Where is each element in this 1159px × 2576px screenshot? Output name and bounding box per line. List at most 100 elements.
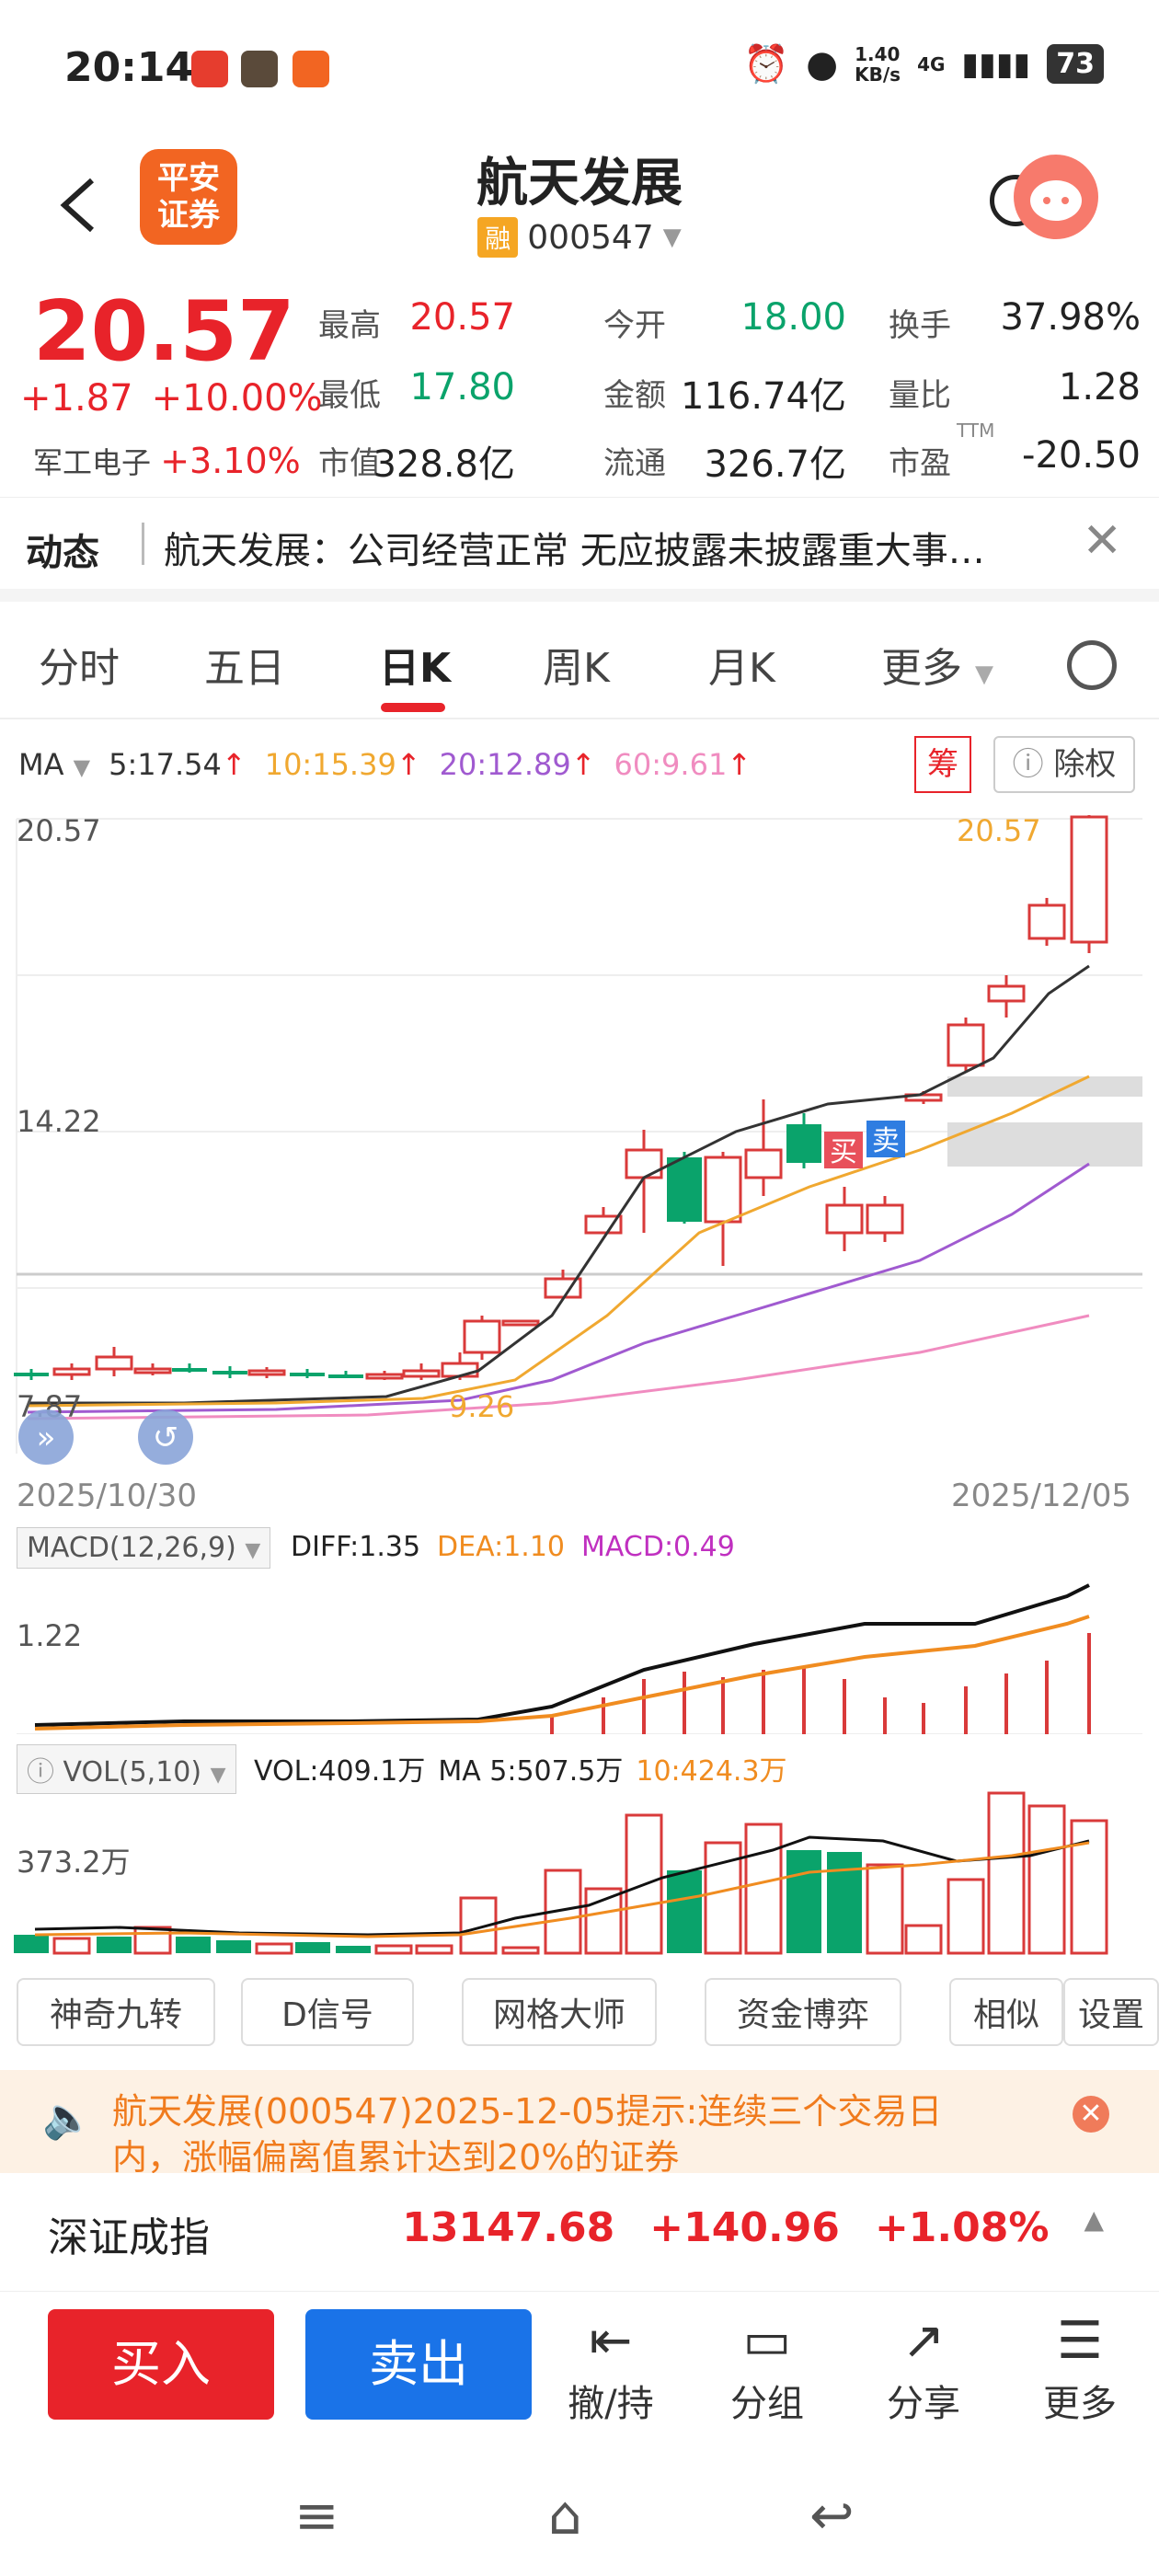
sell-marker[interactable]: 卖 xyxy=(866,1121,905,1157)
tab-intraday[interactable]: 分时 xyxy=(39,645,120,692)
cancel-hold-button[interactable]: ⇤ 撤/持 xyxy=(556,2309,666,2427)
indicator-similar[interactable]: 相似 xyxy=(949,1978,1063,2046)
volume-bars xyxy=(14,1791,1108,1955)
buy-button[interactable]: 买入 xyxy=(48,2309,274,2420)
stat-label: 最低 xyxy=(318,377,381,414)
volume-bar xyxy=(947,1878,985,1955)
candle xyxy=(825,1203,864,1235)
indicator-capital-game[interactable]: 资金博弈 xyxy=(705,1978,901,2046)
candle xyxy=(328,1374,363,1378)
folder-icon: ▭ xyxy=(742,2311,792,2371)
app-notification-icon xyxy=(191,51,228,87)
back-button[interactable] xyxy=(55,173,101,243)
tab-daily-k[interactable]: 日K xyxy=(379,645,452,692)
stock-code-selector[interactable]: 融 000547 ▼ xyxy=(0,217,1159,258)
cancel-hold-label: 撤/持 xyxy=(568,2383,654,2425)
volume-chart[interactable]: 373.2万 xyxy=(0,1789,1159,1955)
tab-monthly-k[interactable]: 月K xyxy=(708,645,775,692)
stat-label: 今开 xyxy=(603,307,666,344)
macd-selector[interactable]: MACD(12,26,9) ▼ xyxy=(17,1527,271,1569)
share-button[interactable]: ↗ 分享 xyxy=(868,2309,979,2427)
menu-nav-icon[interactable]: ≡ xyxy=(294,2484,339,2547)
indicator-magic-nine[interactable]: 神奇九转 xyxy=(17,1978,215,2046)
arrow-up-icon: ↑ xyxy=(221,747,247,782)
expand-left-button[interactable]: » xyxy=(18,1409,74,1465)
broker-logo-text: 平安 证券 xyxy=(157,160,220,234)
indicator-d-signal[interactable]: D信号 xyxy=(241,1978,414,2046)
candle xyxy=(1070,815,1108,944)
tab-five-day[interactable]: 五日 xyxy=(204,645,285,692)
change-percent: +10.00% xyxy=(151,377,323,420)
home-nav-icon[interactable]: ⌂ xyxy=(548,2484,582,2547)
indicator-grid-master[interactable]: 网格大师 xyxy=(462,1978,657,2046)
volume-bar xyxy=(216,1940,251,1953)
arrow-up-icon: ↑ xyxy=(727,747,752,782)
indicator-settings[interactable]: 设置 xyxy=(1063,1978,1159,2046)
stock-code: 000547 xyxy=(527,218,654,257)
candle xyxy=(365,1373,404,1380)
caret-down-icon: ▼ xyxy=(210,1764,226,1787)
stat-label: 市值 xyxy=(318,445,381,482)
candle xyxy=(95,1355,133,1371)
ex-rights-button[interactable]: ⓘ 除权 xyxy=(993,736,1135,793)
ttm-label: TTM xyxy=(957,420,995,442)
macd-values: DIFF:1.35 DEA:1.10 MACD:0.49 xyxy=(291,1531,735,1563)
volume-bar xyxy=(459,1896,498,1955)
margin-badge: 融 xyxy=(477,217,519,258)
volume-bar xyxy=(336,1946,371,1953)
tab-weekly-k[interactable]: 周K xyxy=(543,645,610,692)
candle xyxy=(704,1156,742,1224)
stock-name: 航天发展 xyxy=(476,154,683,213)
stat-value: 37.98% xyxy=(1000,296,1141,339)
index-value: 13147.68 xyxy=(402,2204,615,2251)
stat-value: 18.00 xyxy=(740,296,846,339)
notice-text: 航天发展(000547)2025-12-05提示:连续三个交易日内，涨幅偏离值累… xyxy=(112,2091,943,2173)
candle xyxy=(402,1369,441,1378)
macd-chart[interactable]: 1.22 xyxy=(0,1569,1159,1734)
market-index-bar[interactable]: 深证成指 13147.68 +140.96 +1.08% ▲ xyxy=(0,2173,1159,2292)
chip-distribution-button[interactable]: 筹 xyxy=(914,736,971,793)
close-icon[interactable]: ✕ xyxy=(1082,513,1122,569)
group-button[interactable]: ▭ 分组 xyxy=(712,2309,822,2427)
reset-view-button[interactable]: ↺ xyxy=(138,1409,193,1465)
volume-bar xyxy=(866,1863,904,1955)
sector-percent: +3.10% xyxy=(160,441,301,481)
ma60-text: 60:9.61 xyxy=(614,747,728,782)
stat-value: 1.28 xyxy=(1058,366,1141,408)
volume-bar xyxy=(1070,1819,1108,1955)
vol-label: VOL(5,10) xyxy=(63,1756,202,1788)
arrow-up-icon: ↑ xyxy=(570,747,596,782)
vol-selector[interactable]: ⓘ VOL(5,10) ▼ xyxy=(17,1744,236,1794)
sector-info[interactable]: 军工电子 +3.10% xyxy=(33,440,301,482)
sector-name: 军工电子 xyxy=(33,445,152,480)
volume-bar xyxy=(786,1850,821,1953)
app-notification-icon xyxy=(293,51,329,87)
back-nav-icon[interactable]: ↩ xyxy=(809,2484,855,2547)
kline-chart[interactable]: 20.57 14.22 7.87 20.57 9.26 买 卖 » ↺ 2025… xyxy=(0,800,1159,1481)
candle xyxy=(947,1023,985,1067)
more-button[interactable]: ☰ 更多 xyxy=(1025,2309,1135,2427)
news-headline[interactable]: 航天发展：公司经营正常 无应披露未披露重大事… xyxy=(164,530,985,572)
close-icon[interactable]: ✕ xyxy=(1073,2096,1109,2133)
buy-marker[interactable]: 买 xyxy=(824,1132,863,1168)
gear-icon[interactable] xyxy=(1067,640,1117,690)
candle xyxy=(52,1367,91,1376)
ma-selector[interactable]: MA ▼ xyxy=(18,747,90,782)
stat-label: 金额 xyxy=(603,377,666,414)
ma-line xyxy=(27,1314,1090,1420)
news-bar[interactable]: 动态 航天发展：公司经营正常 无应披露未披露重大事… ✕ xyxy=(0,497,1159,602)
caret-down-icon: ▼ xyxy=(73,754,91,780)
stat-label: 流通 xyxy=(603,445,666,482)
candle xyxy=(212,1371,247,1374)
sell-button[interactable]: 卖出 xyxy=(305,2309,532,2420)
index-percent: +1.08% xyxy=(874,2204,1050,2251)
volume-bar xyxy=(987,1791,1026,1955)
candle xyxy=(667,1157,702,1222)
vol-ma10-line xyxy=(34,1841,1090,1938)
info-icon: ⓘ xyxy=(27,1756,54,1788)
tab-more[interactable]: 更多 ▼ xyxy=(881,635,993,694)
assistant-avatar-button[interactable] xyxy=(1014,155,1098,239)
caret-up-icon[interactable]: ▲ xyxy=(1084,2204,1104,2235)
vol-ma5: MA 5:507.5万 xyxy=(438,1755,624,1788)
risk-notice[interactable]: 🔈 航天发展(000547)2025-12-05提示:连续三个交易日内，涨幅偏离… xyxy=(0,2070,1159,2173)
